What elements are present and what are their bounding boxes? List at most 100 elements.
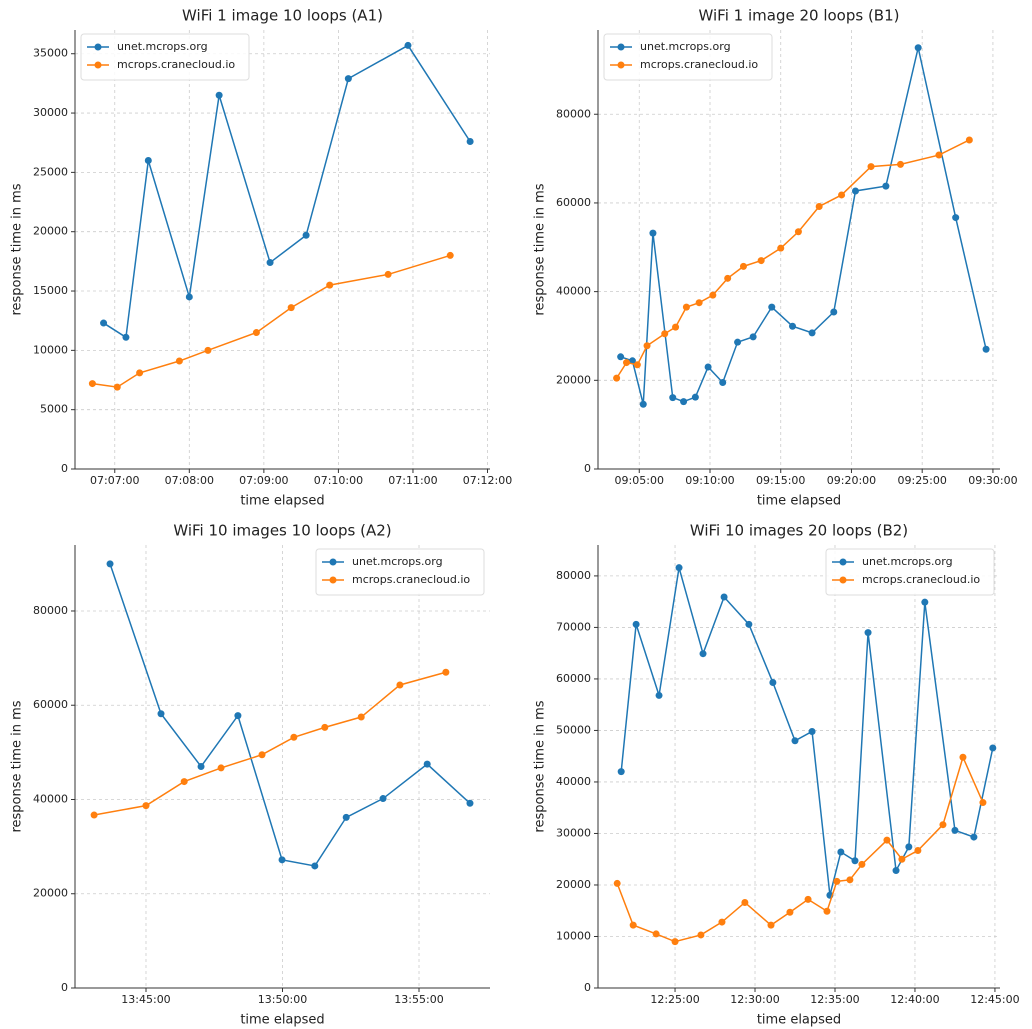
y-tick-label: 10000 bbox=[556, 929, 591, 942]
data-point bbox=[883, 836, 891, 844]
legend-box bbox=[315, 548, 485, 596]
y-tick-label: 80000 bbox=[556, 569, 591, 582]
data-point bbox=[804, 895, 812, 903]
data-point bbox=[897, 160, 905, 168]
data-point bbox=[691, 393, 699, 401]
data-point bbox=[704, 363, 712, 371]
legend-marker bbox=[617, 43, 625, 51]
data-point bbox=[302, 231, 310, 239]
data-point bbox=[671, 938, 679, 946]
y-tick-label: 20000 bbox=[33, 225, 68, 238]
data-point bbox=[122, 333, 130, 341]
legend-label: mcrops.cranecloud.io bbox=[862, 573, 980, 586]
y-tick-label: 30000 bbox=[556, 826, 591, 839]
data-point bbox=[90, 811, 98, 819]
legend-marker bbox=[94, 61, 102, 69]
data-point bbox=[989, 744, 997, 752]
data-point bbox=[423, 760, 431, 768]
x-tick-label: 07:11:00 bbox=[388, 474, 437, 487]
data-point bbox=[185, 293, 193, 301]
y-tick-label: 20000 bbox=[556, 878, 591, 891]
y-tick-label: 40000 bbox=[556, 775, 591, 788]
data-point bbox=[970, 833, 978, 841]
data-point bbox=[655, 691, 663, 699]
data-point bbox=[695, 299, 703, 307]
data-point bbox=[699, 650, 707, 658]
data-point bbox=[833, 877, 841, 885]
data-point bbox=[623, 359, 631, 367]
y-tick-label: 0 bbox=[584, 981, 591, 994]
data-point bbox=[851, 187, 859, 195]
y-tick-label: 30000 bbox=[33, 106, 68, 119]
data-point bbox=[914, 846, 922, 854]
data-point bbox=[672, 323, 680, 331]
y-tick-label: 0 bbox=[61, 981, 68, 994]
data-point bbox=[215, 91, 223, 99]
y-tick-label: 80000 bbox=[33, 604, 68, 617]
subplot: WiFi 1 image 20 loops (B1) time elapsed re… bbox=[533, 7, 1018, 509]
x-axis-label: time elapsed bbox=[757, 1013, 841, 1028]
series-line bbox=[93, 671, 447, 816]
x-tick-label: 09:15:00 bbox=[756, 474, 805, 487]
y-tick-label: 60000 bbox=[33, 698, 68, 711]
data-point bbox=[342, 813, 350, 821]
y-tick-label: 25000 bbox=[33, 165, 68, 178]
data-point bbox=[837, 848, 845, 856]
data-point bbox=[846, 876, 854, 884]
y-tick-label: 0 bbox=[584, 462, 591, 475]
data-point bbox=[719, 379, 727, 387]
data-point bbox=[446, 251, 454, 259]
data-point bbox=[823, 907, 831, 915]
data-point bbox=[959, 753, 967, 761]
series-line bbox=[615, 139, 970, 379]
x-tick-label: 09:10:00 bbox=[685, 474, 734, 487]
legend-label: unet.mcrops.org bbox=[862, 555, 953, 568]
y-tick-label: 5000 bbox=[40, 403, 68, 416]
data-point bbox=[951, 826, 959, 834]
y-axis-label: response time in ms bbox=[10, 183, 25, 315]
data-point bbox=[682, 303, 690, 311]
subplot-title: WiFi 10 images 20 loops (B2) bbox=[690, 522, 908, 540]
data-point bbox=[892, 867, 900, 875]
data-point bbox=[741, 898, 749, 906]
x-tick-label: 07:09:00 bbox=[239, 474, 288, 487]
data-point bbox=[786, 908, 794, 916]
data-point bbox=[100, 319, 108, 327]
data-point bbox=[718, 918, 726, 926]
subplot: WiFi 10 images 10 loops (A2) time elapsed… bbox=[10, 522, 490, 1028]
data-point bbox=[287, 304, 295, 312]
data-point bbox=[921, 598, 929, 606]
series-line bbox=[103, 44, 471, 339]
y-tick-label: 50000 bbox=[556, 723, 591, 736]
data-point bbox=[290, 733, 298, 741]
data-point bbox=[745, 620, 753, 628]
data-point bbox=[757, 257, 765, 265]
x-tick-label: 09:05:00 bbox=[615, 474, 664, 487]
subplot: WiFi 10 images 20 loops (B2) time elapsed… bbox=[533, 522, 1020, 1028]
data-point bbox=[197, 763, 205, 770]
data-point bbox=[838, 191, 846, 199]
series-line bbox=[620, 567, 994, 896]
data-point bbox=[106, 560, 114, 568]
data-point bbox=[629, 921, 637, 929]
data-point bbox=[632, 620, 640, 628]
y-tick-label: 60000 bbox=[556, 196, 591, 209]
data-point bbox=[142, 802, 150, 810]
data-point bbox=[175, 357, 183, 365]
x-tick-label: 12:25:00 bbox=[650, 993, 699, 1006]
subplot-title: WiFi 10 images 10 loops (A2) bbox=[173, 522, 391, 540]
data-point bbox=[724, 274, 732, 282]
y-axis-label: response time in ms bbox=[533, 700, 548, 832]
data-point bbox=[258, 751, 266, 759]
data-point bbox=[633, 361, 641, 369]
data-point bbox=[344, 75, 352, 83]
data-point bbox=[982, 345, 990, 353]
y-tick-label: 15000 bbox=[33, 284, 68, 297]
x-tick-label: 09:25:00 bbox=[897, 474, 946, 487]
series-line bbox=[92, 254, 451, 388]
data-point bbox=[144, 157, 152, 165]
legend-label: unet.mcrops.org bbox=[352, 555, 443, 568]
data-point bbox=[379, 795, 387, 803]
y-tick-label: 60000 bbox=[556, 672, 591, 685]
y-tick-label: 10000 bbox=[33, 343, 68, 356]
